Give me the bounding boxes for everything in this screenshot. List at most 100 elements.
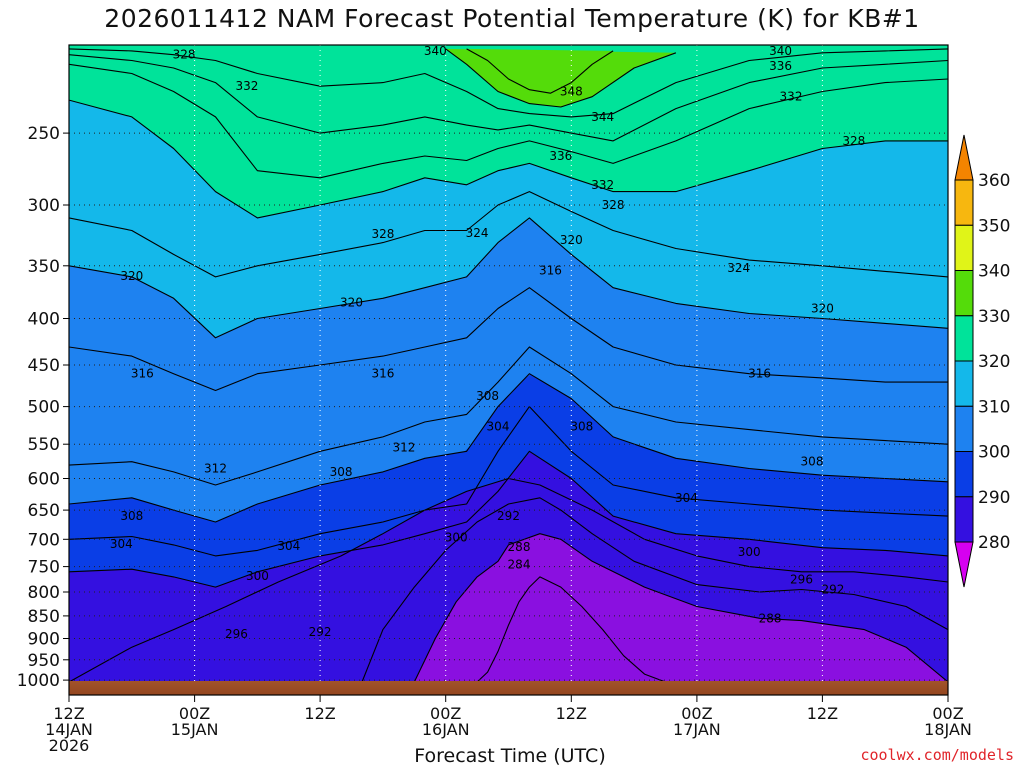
contour-label-304: 304: [110, 537, 133, 551]
contour-label-336: 336: [769, 59, 792, 73]
x-tick-label-0-1: 14JAN: [45, 720, 93, 739]
isentrope-336: [69, 54, 948, 142]
contour-label-308: 308: [476, 389, 499, 403]
colorbar-label-300: 300: [978, 443, 1010, 463]
contour-label-344: 344: [591, 110, 614, 124]
y-tick-label-600: 600: [28, 470, 60, 490]
contour-label-332: 332: [591, 178, 614, 192]
y-tick-label-250: 250: [28, 124, 60, 144]
contour-label-304: 304: [277, 539, 300, 553]
contour-label-332: 332: [780, 90, 803, 104]
contour-label-304: 304: [675, 491, 698, 505]
x-tick-label-60-0: 00Z: [681, 704, 712, 723]
y-tick-label-850: 850: [28, 607, 60, 627]
contour-label-292: 292: [309, 625, 332, 639]
contour-label-348: 348: [560, 85, 583, 99]
contour-label-292: 292: [497, 509, 520, 523]
isentrope-320: [69, 217, 948, 339]
credit-link[interactable]: coolwx.com/models: [860, 746, 1014, 764]
plot-frame: [68, 44, 949, 696]
contour-label-300: 300: [445, 531, 468, 545]
contour-label-308: 308: [120, 509, 143, 523]
colorbar-label-280: 280: [978, 533, 1010, 553]
y-axis: 250 300 350 400 450 500 550 600 650 700 750 800 850 9…: [17, 124, 69, 691]
contour-label-332: 332: [235, 79, 258, 93]
y-tick-label-350: 350: [28, 257, 60, 277]
y-tick-label-800: 800: [28, 583, 60, 603]
y-tick-label-400: 400: [28, 310, 60, 330]
x-tick-label-0-0: 12Z: [53, 704, 84, 723]
colorbar-segment-5: [954, 405, 974, 453]
contour-label-308: 308: [801, 455, 824, 469]
contour-label-328: 328: [173, 48, 196, 62]
y-tick-label-900: 900: [28, 630, 60, 650]
x-tick-label-48-0: 12Z: [556, 704, 587, 723]
isentrope-300: [69, 450, 948, 588]
colorbar-label-320: 320: [978, 352, 1010, 372]
contour-label-292: 292: [821, 583, 844, 597]
colorbar-segment-0: [954, 179, 974, 226]
contour-label-316: 316: [539, 263, 562, 277]
contour-label-308: 308: [330, 465, 353, 479]
contour-label-304: 304: [487, 420, 510, 434]
isentrope-292: [361, 497, 948, 683]
contour-label-296: 296: [225, 627, 248, 641]
theta-fill-layer: [69, 45, 948, 684]
colorbar-label-290: 290: [978, 488, 1010, 508]
x-tick-label-0-2: 2026: [49, 736, 90, 755]
colorbar-segment-1: [954, 224, 974, 272]
x-tick-label-12-0: 00Z: [179, 704, 210, 723]
isentrope-348: [466, 48, 614, 94]
contour-label-336: 336: [549, 149, 572, 163]
chart-title: 2026011412 NAM Forecast Potential Temper…: [104, 4, 920, 33]
contour-label-320: 320: [120, 269, 143, 283]
contour-label-284: 284: [508, 557, 531, 571]
colorbar-segment-2: [954, 270, 974, 317]
y-tick-label-550: 550: [28, 435, 60, 455]
y-tick-label-750: 750: [28, 558, 60, 578]
isentrope-340: [69, 48, 948, 118]
contour-label-340: 340: [769, 44, 792, 58]
contour-label-300: 300: [738, 545, 761, 559]
x-tick-label-84-1: 18JAN: [924, 720, 972, 739]
y-tick-label-1000: 1000: [17, 671, 60, 691]
x-tick-label-24-0: 12Z: [304, 704, 335, 723]
contour-label-288: 288: [759, 611, 782, 625]
colorbar-label-360: 360: [978, 171, 1010, 191]
colorbar-label-310: 310: [978, 397, 1010, 417]
isentrope-332: [69, 63, 948, 179]
isentrope-328: [69, 99, 948, 219]
isentrope-316: [69, 287, 948, 392]
x-tick-label-12-1: 15JAN: [171, 720, 219, 739]
ground-terrain: [69, 681, 948, 695]
contour-label-316: 316: [748, 367, 771, 381]
y-tick-label-500: 500: [28, 398, 60, 418]
contour-label-320: 320: [340, 295, 363, 309]
isentrope-344: [445, 48, 677, 108]
contour-label-320: 320: [811, 302, 834, 316]
contour-label-316: 316: [131, 367, 154, 381]
colorbar-segment-6: [954, 451, 974, 498]
x-tick-label-84-0: 00Z: [932, 704, 963, 723]
x-tick-label-72-0: 12Z: [807, 704, 838, 723]
isentrope-lines: [69, 48, 948, 683]
contour-label-324: 324: [466, 226, 489, 240]
colorbar-extend-top: [954, 134, 974, 181]
isentrope-312: [69, 346, 948, 486]
isentrope-304: [69, 406, 948, 557]
colorbar: 360 350 340 330 320 310 300 290 280: [954, 134, 1010, 588]
isentrope-284: [476, 576, 666, 683]
colorbar-segment-7: [954, 496, 974, 543]
contour-label-328: 328: [842, 134, 865, 148]
contour-label-328: 328: [371, 227, 394, 241]
y-tick-label-650: 650: [28, 501, 60, 521]
contour-label-300: 300: [246, 569, 269, 583]
contour-label-320: 320: [560, 233, 583, 247]
contour-label-288: 288: [508, 540, 531, 554]
x-axis-title: Forecast Time (UTC): [414, 745, 606, 767]
contour-label-324: 324: [727, 261, 750, 275]
y-tick-label-300: 300: [28, 196, 60, 216]
